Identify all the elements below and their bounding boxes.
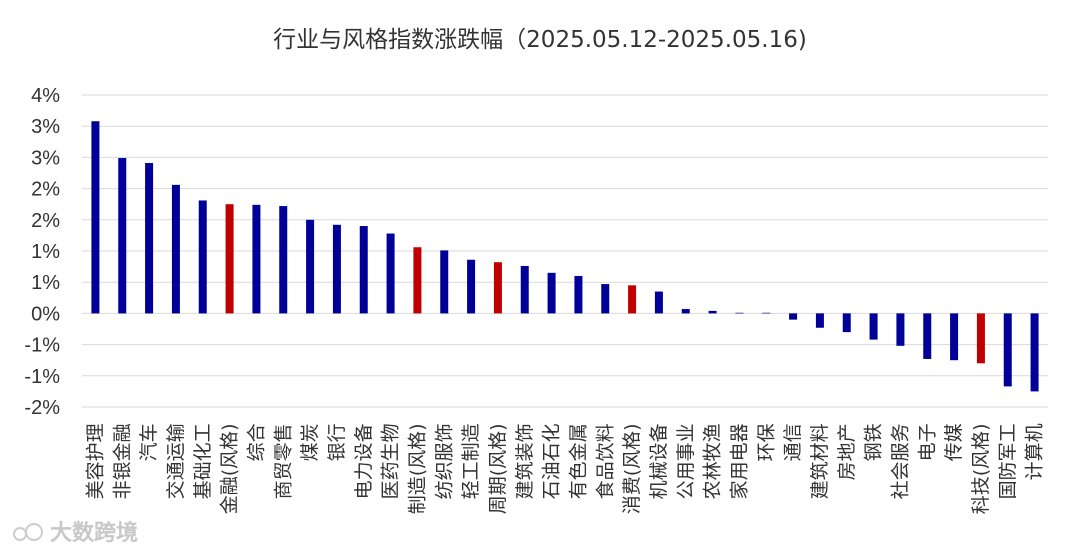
x-tick-label: 有色金属 [567,423,589,499]
y-tick-label: -1% [24,366,60,388]
bar-industry [332,224,341,314]
bar-industry [681,309,690,314]
x-tick-label: 轻工制造 [460,423,482,499]
x-tick-label: 综合 [245,423,267,461]
bar-industry [842,313,851,333]
bar-industry [654,291,663,314]
bar-industry [762,312,771,314]
x-tick-label: 建筑装饰 [514,423,536,499]
x-tick-label: 汽车 [138,423,160,461]
x-tick-label: 交通运输 [165,423,187,499]
x-tick-label: 消费(风格) [621,423,643,514]
x-tick-label: 非银金融 [111,423,133,499]
watermark: 大数跨境 [13,520,138,546]
x-tick-label: 基础化工 [192,423,214,499]
x-tick-label: 金融(风格) [219,423,241,514]
x-tick-label: 科技(风格) [970,423,992,514]
bar-industry [789,313,798,320]
y-tick-label: 2% [31,210,60,232]
bar-industry [252,204,261,314]
bar-style [628,285,637,314]
x-tick-label: 周期(风格) [487,423,509,514]
bar-industry [386,233,395,314]
bar-industry [359,226,368,314]
y-tick-label: 3% [31,116,60,138]
bar-style [225,204,234,314]
y-tick-label: 4% [31,85,60,107]
x-tick-label: 公用事业 [675,423,697,499]
x-tick-label: 国防军工 [997,423,1019,499]
bar-industry [1003,313,1012,387]
bar-industry [708,310,717,314]
x-tick-label: 社会服务 [889,423,911,499]
x-tick-label: 建筑材料 [809,423,831,499]
x-tick-label: 钢铁 [863,423,885,461]
x-axis: 美容护理 非银金融 汽车 交通运输 基础化工 金融(风格) 综合 商贸零售 煤炭 银行 电力设备 医药… [84,423,1045,514]
x-tick-label: 房地产 [836,423,858,480]
bar-industry [118,158,127,314]
bar-industry [198,200,207,314]
bar-industry [815,313,824,328]
y-tick-label: -2% [24,397,60,419]
y-tick-label: 2% [31,179,60,201]
bars [91,121,1039,392]
x-tick-label: 农林牧渔 [702,423,724,499]
y-tick-label: 3% [31,147,60,169]
x-tick-label: 电子 [916,423,938,461]
y-tick-label: -1% [24,335,60,357]
x-tick-label: 商贸零售 [272,423,294,499]
x-tick-label: 机械设备 [648,423,670,499]
x-tick-label: 美容护理 [84,423,106,499]
bar-industry [601,284,610,314]
x-tick-label: 纺织服饰 [433,423,455,499]
bar-industry [1030,313,1039,392]
bar-industry [547,272,556,314]
x-tick-label: 传媒 [943,423,965,461]
bar-style [976,313,985,364]
x-tick-label: 通信 [782,423,804,461]
x-tick-label: 医药生物 [380,423,402,499]
bar-industry [145,163,154,314]
x-tick-label: 计算机 [1024,423,1046,480]
bar-industry [869,313,878,340]
bar-industry [896,313,905,346]
bar-industry [923,313,932,359]
bar-industry [520,265,529,314]
bar-industry [467,259,476,314]
bar-style [493,262,502,314]
y-axis: 4% 3% 3% 2% 2% 1% 1% 0% -1% -1% -2% [24,85,60,419]
x-tick-label: 石油石化 [541,423,563,499]
y-tick-label: 0% [31,303,60,325]
x-tick-label: 制造(风格) [406,423,428,514]
bar-industry [306,219,315,314]
bar-industry [735,312,744,314]
chart-title: 行业与风格指数涨跌幅（2025.05.12-2025.05.16) [273,27,807,53]
x-tick-label: 银行 [326,423,348,461]
gridlines [82,94,1048,408]
y-tick-label: 1% [31,272,60,294]
bar-industry [440,250,449,314]
bar-industry [91,121,100,314]
bar-style [413,247,422,314]
bar-industry [279,206,288,314]
watermark-text: 大数跨境 [50,520,138,546]
x-tick-label: 家用电器 [728,423,750,499]
bar-industry [950,313,959,361]
x-tick-label: 煤炭 [299,423,321,461]
x-tick-label: 环保 [755,423,777,461]
bar-industry [171,184,180,314]
y-tick-label: 1% [31,241,60,263]
x-tick-label: 电力设备 [353,423,375,499]
x-tick-label: 食品饮料 [594,423,616,499]
bar-industry [574,275,583,314]
